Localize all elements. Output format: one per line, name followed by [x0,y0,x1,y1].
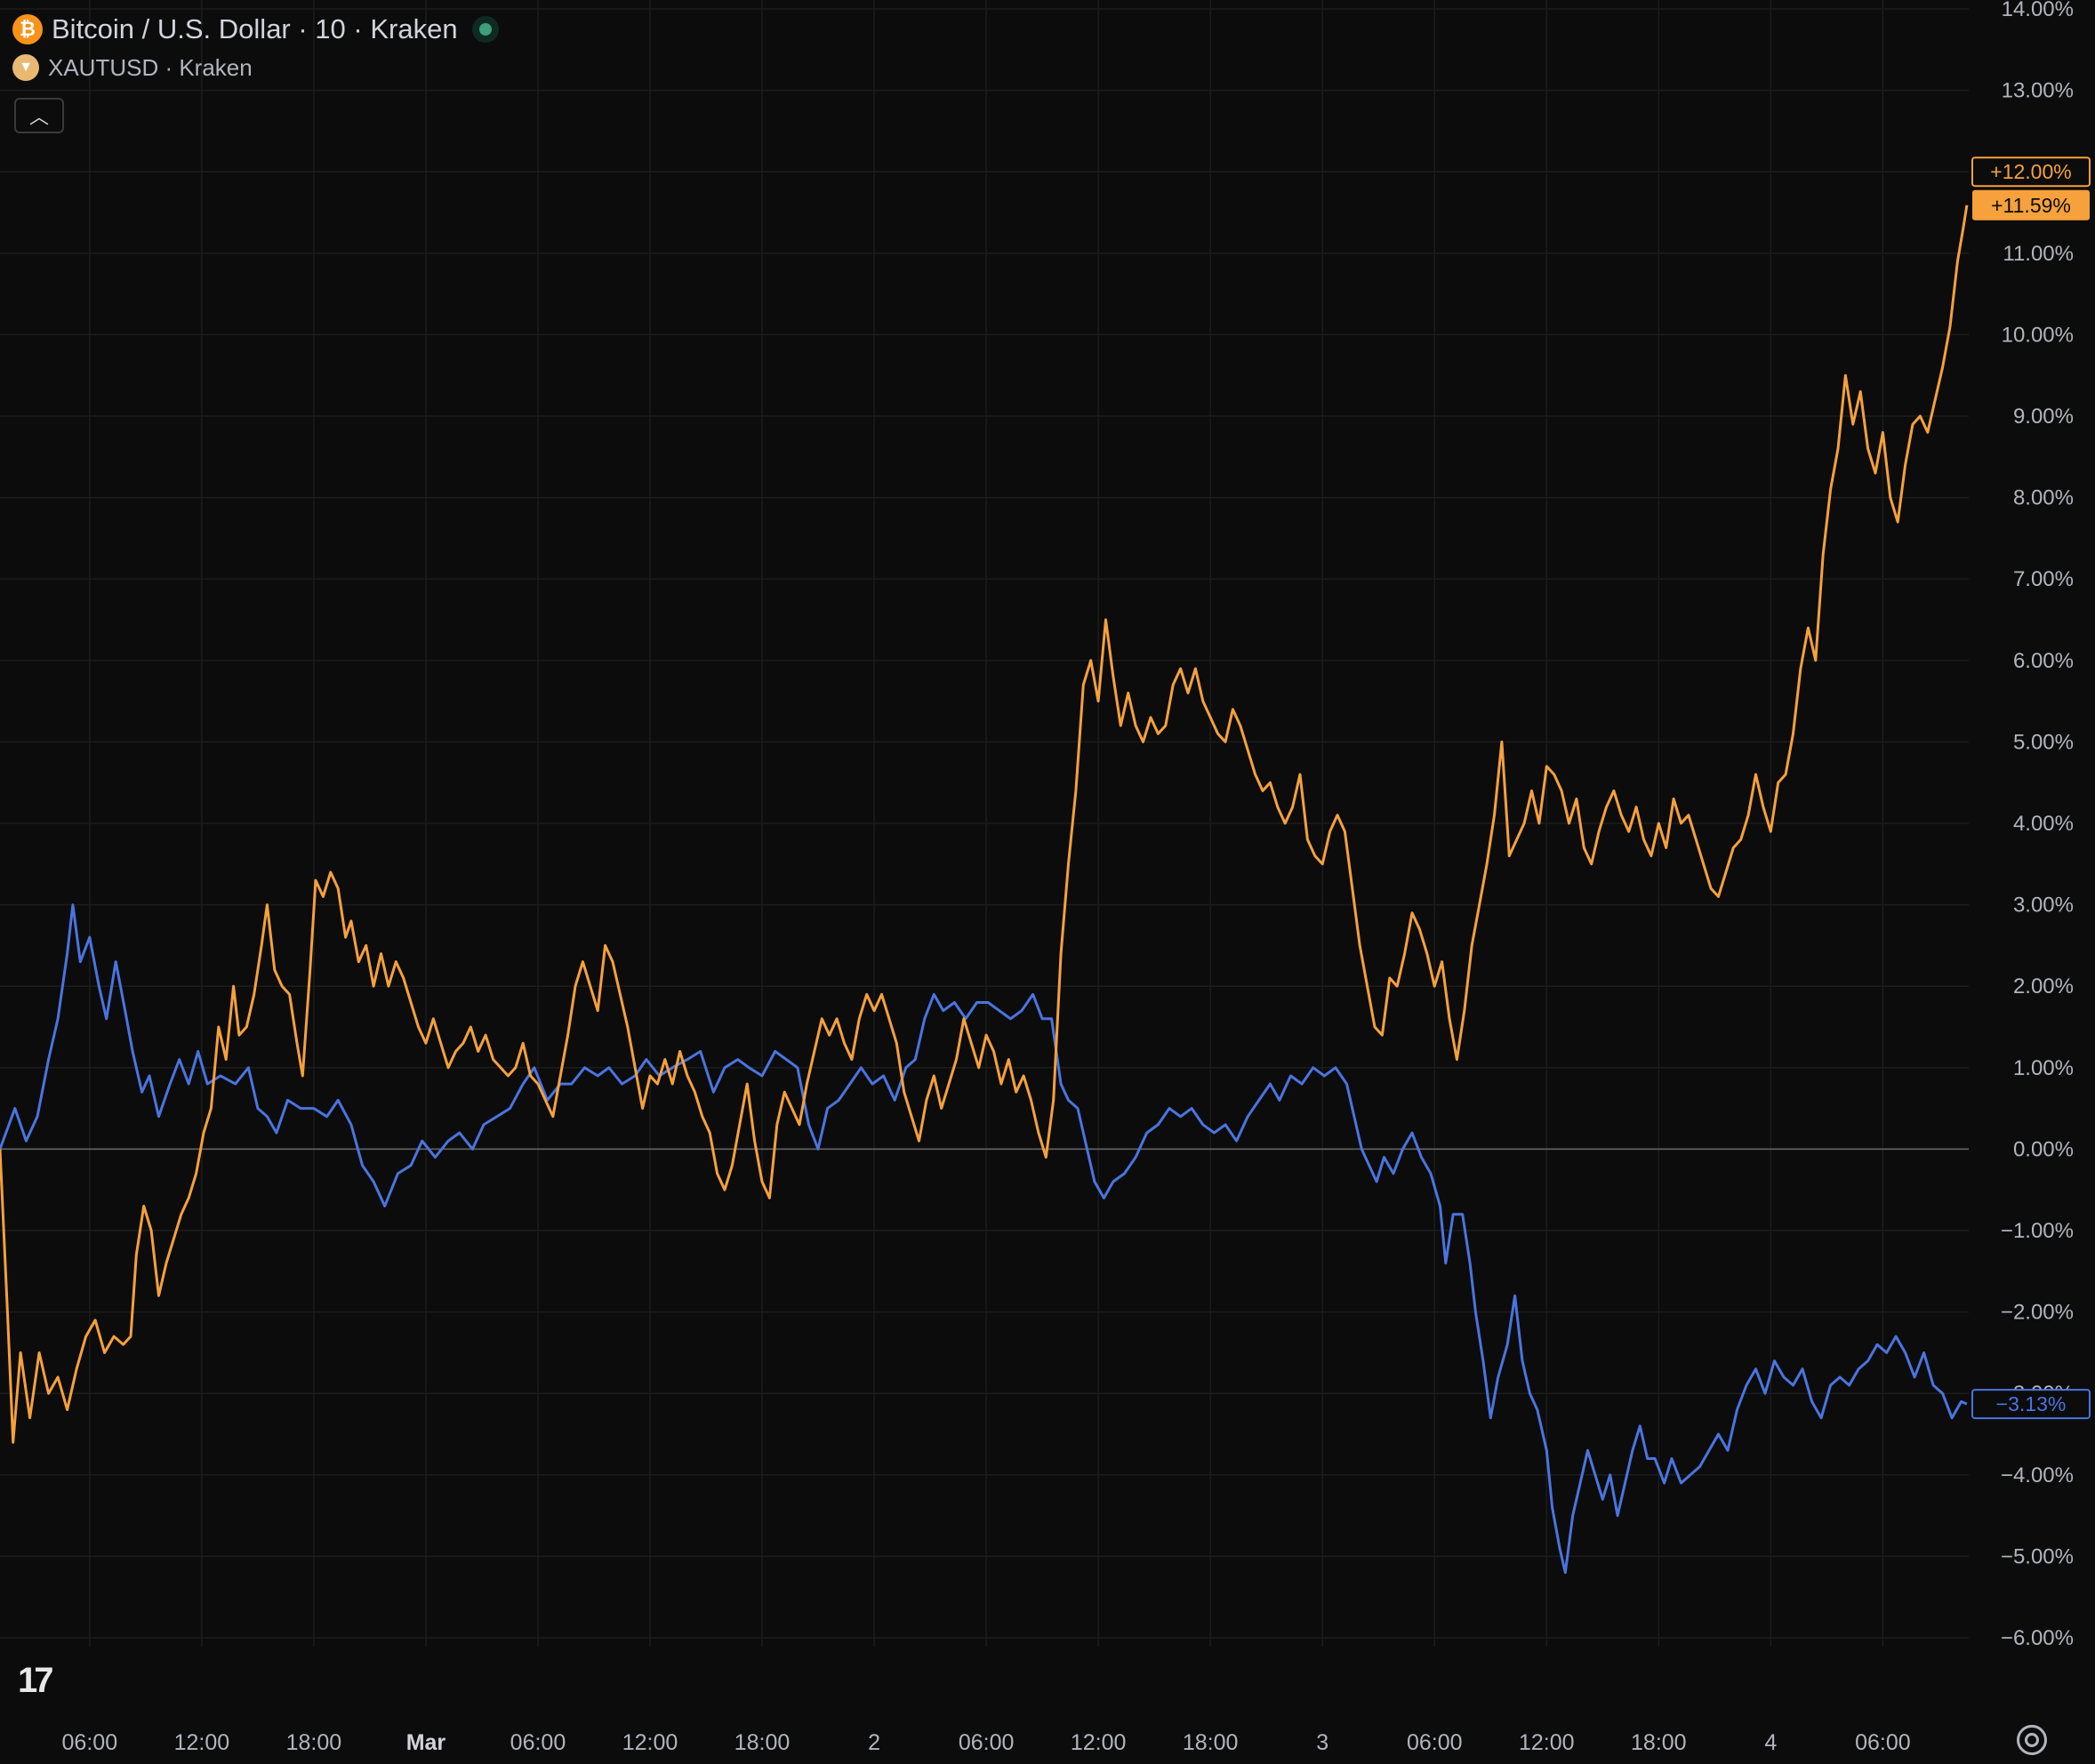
x-tick-label: 06:00 [1407,1730,1463,1755]
x-tick-label: 12:00 [174,1730,230,1755]
x-tick-label: 4 [1764,1730,1777,1755]
xaut-outline-badge: +12.00% [1971,156,2091,188]
y-tick-label: 3.00% [2013,894,2074,918]
x-axis-labels: 06:00 12:00 18:00 Mar 06:00 12:00 18:00 2 06:00 1… [62,1730,1911,1755]
y-tick-label: 5.00% [2013,730,2074,754]
y-tick-label: −5.00% [2001,1544,2074,1568]
x-tick-label: 3 [1316,1730,1328,1755]
y-tick-label: 10.00% [2002,323,2074,347]
y-tick-label: 0.00% [2013,1137,2074,1161]
x-tick-label: 2 [868,1730,880,1755]
settings-icon[interactable] [2017,1725,2047,1755]
y-tick-label: 13.00% [2002,79,2074,103]
x-tick-label: 06:00 [959,1730,1015,1755]
y-tick-label: 7.00% [2013,567,2074,591]
y-tick-label: −6.00% [2001,1626,2074,1650]
y-tick-label: 1.00% [2013,1056,2074,1080]
tether-gold-icon: ▼ [12,54,39,81]
x-tick-label: 06:00 [62,1730,118,1755]
btc-last-badge: −3.13% [1971,1389,2091,1420]
grid-lines [0,0,1969,1647]
x-tick-label: 12:00 [1519,1730,1575,1755]
y-tick-label: 4.00% [2013,812,2074,836]
y-tick-label: 6.00% [2013,649,2074,673]
btc-series-line [0,903,1968,1575]
compare-symbol-title[interactable]: XAUTUSD · Kraken [48,53,253,81]
x-tick-label: 06:00 [510,1730,566,1755]
xaut-outline-label: +12.00% [1990,160,2071,183]
y-tick-label: −1.00% [2001,1219,2074,1243]
y-tick-label: 2.00% [2013,974,2074,998]
legend-main-row[interactable]: ₿ Bitcoin / U.S. Dollar · 10 · Kraken [12,9,499,50]
legend-compare-row[interactable]: ▼ XAUTUSD · Kraken [12,50,499,85]
x-tick-label: 12:00 [622,1730,678,1755]
xaut-last-badge: +11.59% [1972,189,2090,220]
y-tick-label: −2.00% [2001,1301,2074,1325]
tradingview-logo-icon[interactable]: 17 [18,1661,53,1700]
xaut-series-line [0,204,1969,1444]
chevron-up-icon: ︿ [28,106,49,128]
x-tick-label: 12:00 [1071,1730,1127,1755]
y-tick-label: 14.00% [2002,0,2074,21]
legend-collapse-button[interactable]: ︿ [14,98,64,133]
chart-legend: ₿ Bitcoin / U.S. Dollar · 10 · Kraken ▼ … [12,9,499,85]
btc-last-label: −3.13% [1996,1392,2067,1415]
y-tick-label: 8.00% [2013,486,2074,510]
x-tick-label: 18:00 [1631,1730,1687,1755]
y-tick-label: 9.00% [2013,405,2074,429]
x-tick-label: 18:00 [734,1730,791,1755]
y-tick-label: 11.00% [2003,242,2074,266]
xaut-last-label: +11.59% [1991,194,2071,217]
x-tick-label: 18:00 [286,1730,342,1755]
y-tick-label: −4.00% [2001,1463,2074,1487]
main-symbol-title[interactable]: Bitcoin / U.S. Dollar · 10 · Kraken [52,13,458,44]
market-status-icon[interactable] [471,16,499,43]
x-tick-label: 06:00 [1855,1730,1911,1755]
bitcoin-icon: ₿ [12,14,43,44]
x-tick-label: 18:00 [1183,1730,1239,1755]
x-tick-label: Mar [406,1730,446,1755]
